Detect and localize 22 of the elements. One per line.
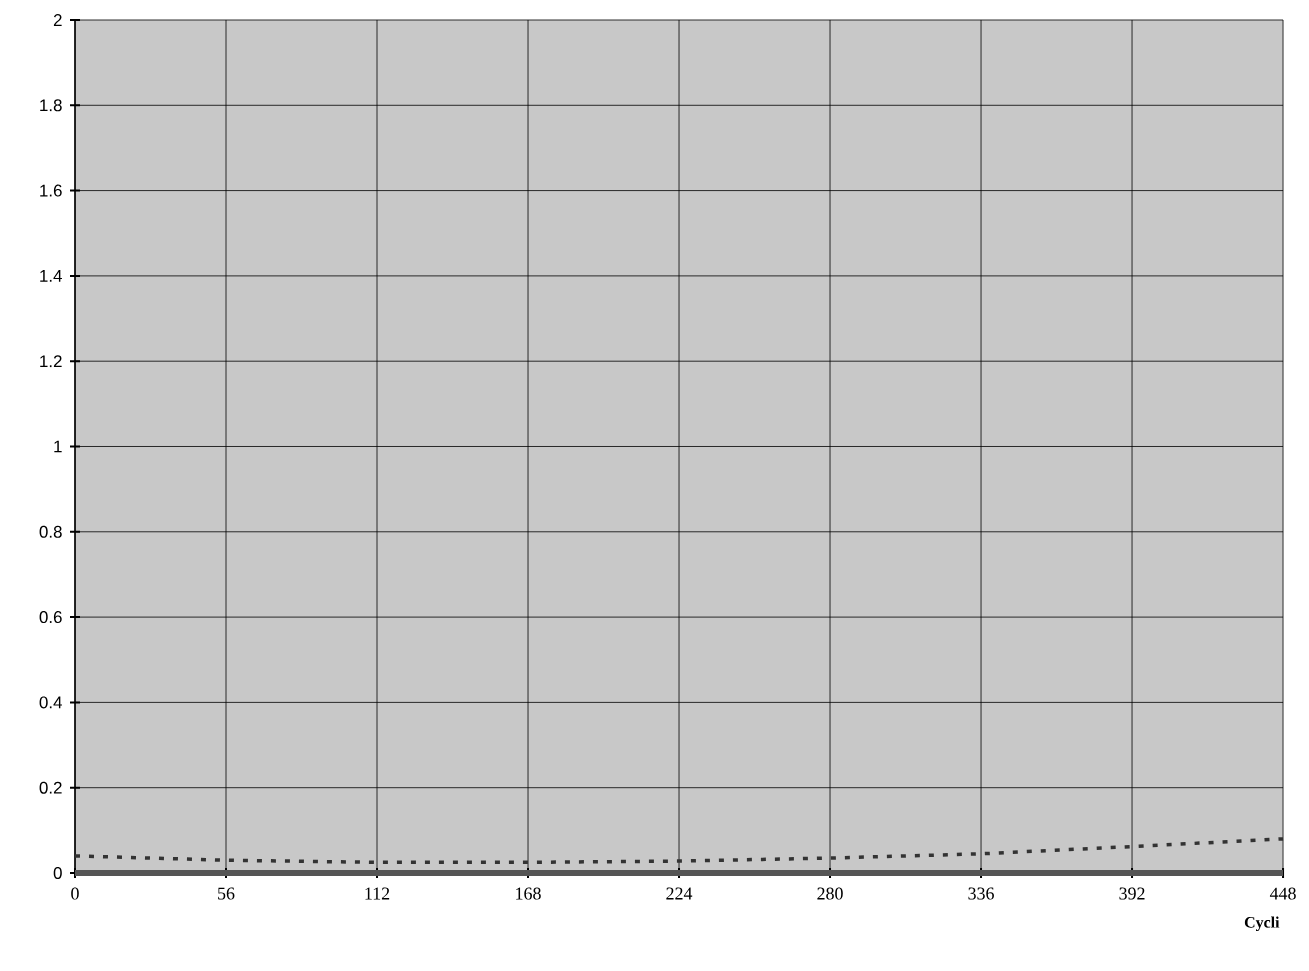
- x-tick-label: 56: [218, 887, 235, 900]
- x-tick-label: 280: [817, 887, 843, 900]
- y-tick-label: 1.6: [40, 184, 62, 197]
- x-tick-label: 0: [71, 887, 79, 900]
- y-tick-label: 0.6: [39, 611, 62, 624]
- x-tick-label: 168: [516, 887, 541, 900]
- x-tick-label: 336: [968, 887, 994, 900]
- y-tick-label: 0.8: [39, 525, 62, 538]
- x-axis-title: Cycli: [1244, 916, 1280, 932]
- y-tick-label: 0.4: [39, 696, 62, 709]
- x-tick-label: 392: [1119, 887, 1145, 900]
- x-tick-label: 448: [1269, 887, 1296, 900]
- y-tick-label: 2: [53, 14, 62, 26]
- y-tick-label: 0: [53, 867, 62, 879]
- y-tick-label: 1: [54, 440, 62, 453]
- y-tick-label: 1.4: [40, 270, 62, 282]
- y-tick-label: 0.2: [39, 781, 62, 794]
- y-tick-label: 1.8: [40, 99, 62, 112]
- x-tick-label: 224: [666, 887, 693, 900]
- line-series: [73, 837, 1285, 865]
- y-tick-label: 1.2: [40, 355, 62, 368]
- x-tick-label: 112: [365, 887, 390, 900]
